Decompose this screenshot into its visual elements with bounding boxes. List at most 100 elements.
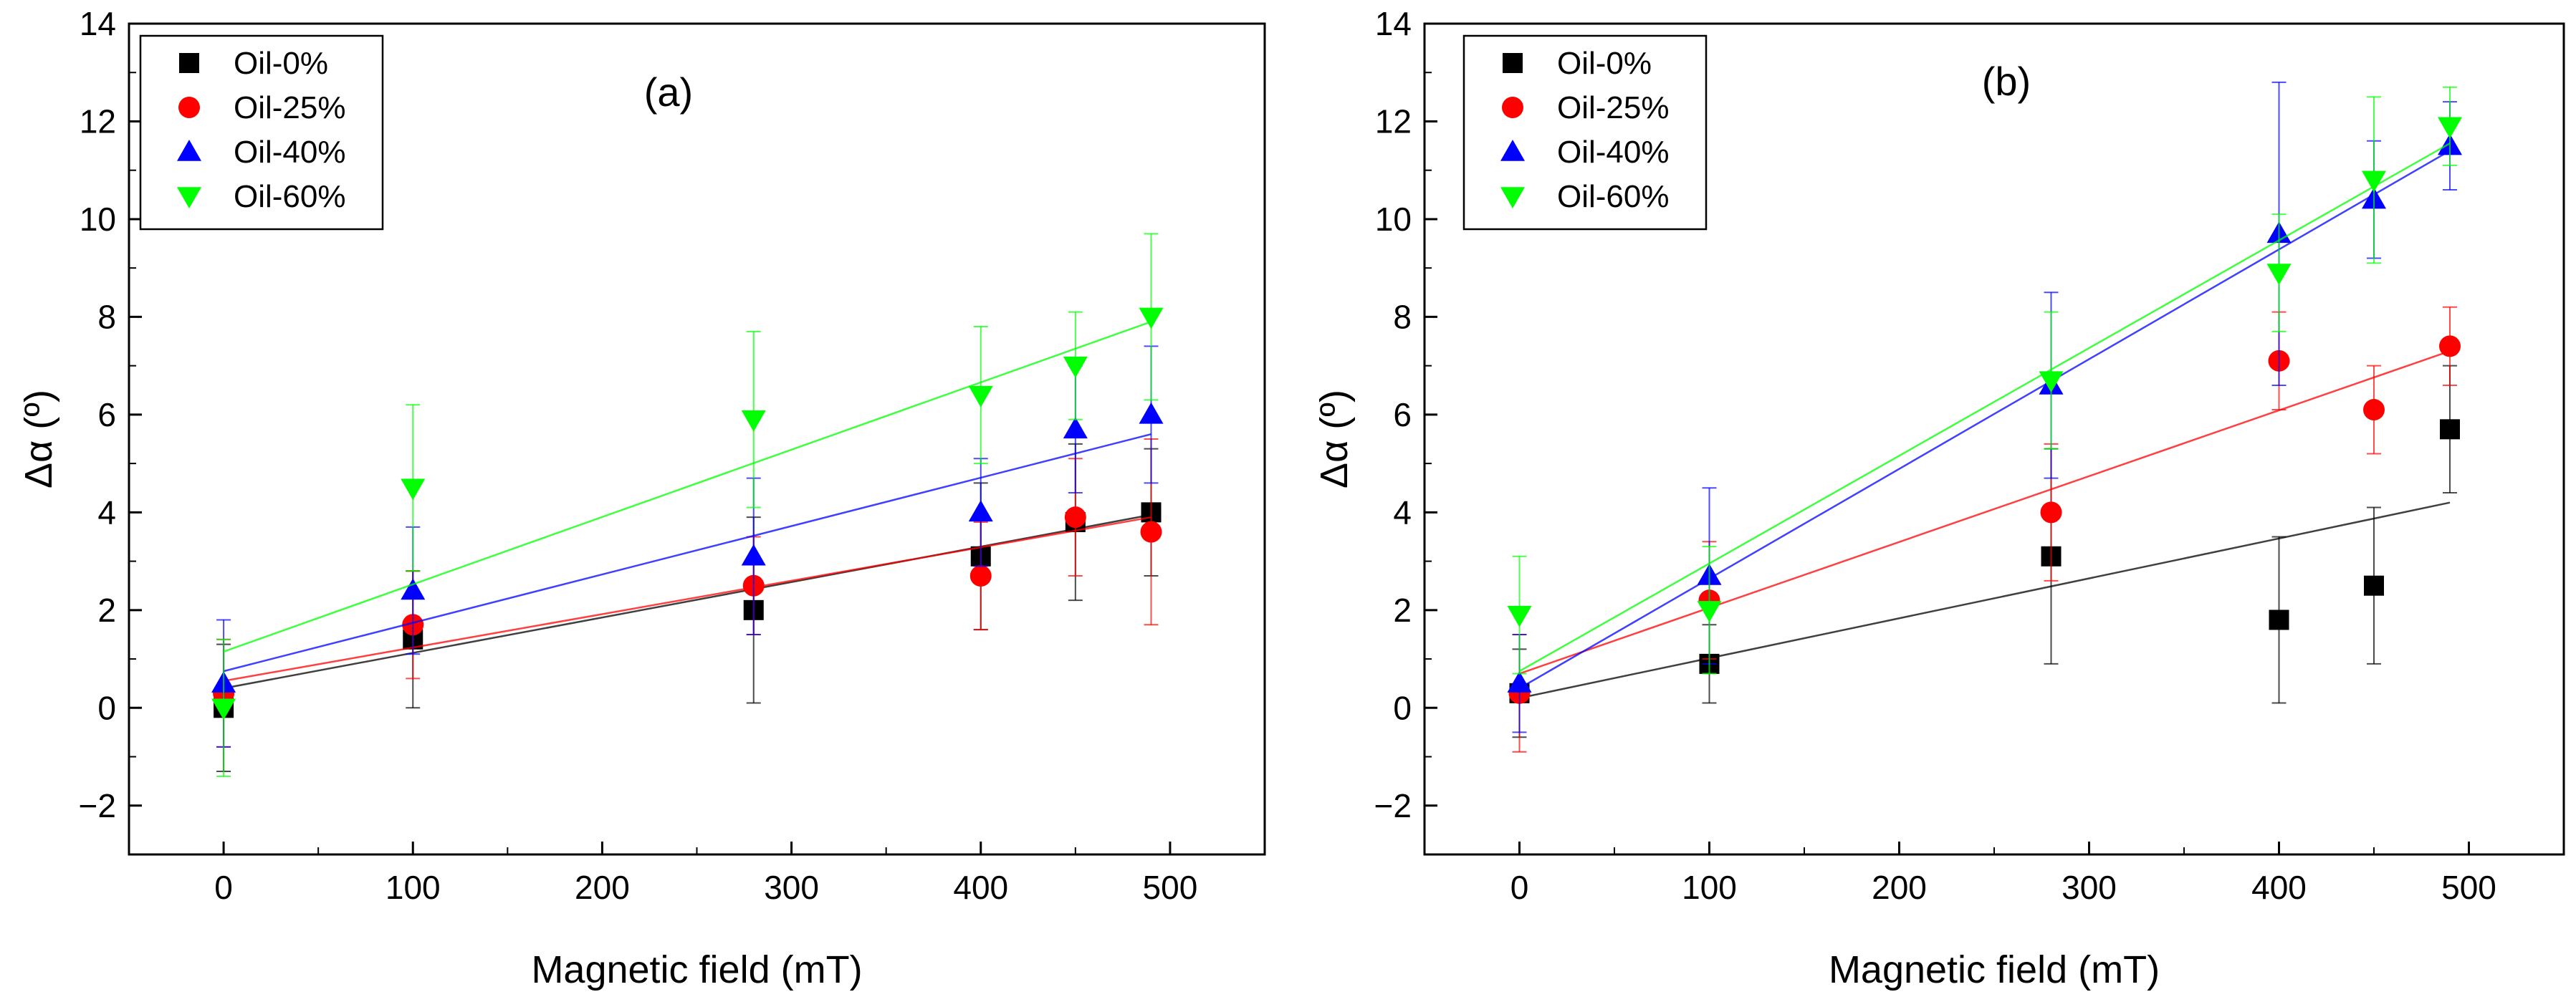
x-tick-label: 400 [953,869,1008,906]
y-tick-label: 0 [1393,689,1412,726]
fit-line [1518,143,2451,673]
chart-panel-b: 0 100 200 300 400 500 −2 0 2 4 6 8 10 12 14 Magnetic fi… [1313,5,2565,991]
y-tick-label: 8 [1393,298,1412,335]
x-axis-title: Magnetic field (mT) [1829,948,2160,991]
legend-label: Oil-25% [234,90,346,125]
y-tick-label: 12 [1375,102,1412,140]
x-tick-label: 200 [1872,869,1927,906]
x-tick-label: 300 [764,869,819,906]
data-point [2039,371,2064,393]
legend-item: Oil-40% [1500,135,1670,170]
y-tick-label: 6 [97,396,116,433]
legend-item: Oil-0% [1503,46,1652,81]
data-point [1140,521,1162,543]
fit-line [1519,501,2451,699]
data-point [1697,601,1722,622]
data-point [401,478,426,501]
fit-line [223,321,1151,653]
y-tick-label: 10 [80,201,116,238]
y-tick-label: 0 [97,689,116,726]
y-tick-label: 14 [1375,5,1412,42]
x-tick-label: 0 [1510,869,1529,906]
data-point [1064,506,1086,529]
data-point [2364,575,2384,596]
legend: Oil-0% Oil-25% Oil-40% Oil-60% [139,34,384,231]
legend-label: Oil-0% [1557,46,1652,81]
data-point [1507,671,1532,693]
panel-label: (b) [1982,59,2031,104]
x-tick-label: 500 [2441,869,2496,906]
y-tick-label: 2 [1393,592,1412,629]
legend-marker [1502,97,1523,118]
data-point [401,578,426,600]
y-tick-label: 4 [97,493,116,531]
data-point [1139,307,1164,329]
y-tick-label: 2 [97,592,116,629]
data-point [2362,170,2386,193]
legend-marker [1500,140,1525,161]
legend-marker [178,97,200,118]
fit-line [223,516,1151,682]
data-point [211,698,236,721]
y-tick-label: 8 [97,298,116,335]
data-point [1139,402,1164,424]
y-tick-label: 12 [80,102,116,140]
data-point [2266,264,2292,285]
x-tick-label: 0 [214,869,233,906]
data-point [969,565,992,587]
series-oil-0- [1509,365,2460,738]
data-point [1063,356,1088,378]
legend-item: Oil-25% [178,90,346,125]
legend-item: Oil-60% [1500,179,1670,214]
data-point [741,410,766,432]
legend-item: Oil-25% [1502,90,1670,125]
y-tick-label: 14 [80,5,116,42]
legend: Oil-0% Oil-25% Oil-40% Oil-60% [1462,34,1708,231]
x-tick-label: 500 [1143,869,1198,906]
legend-label: Oil-0% [234,46,328,81]
legend-marker [177,140,201,161]
legend-item: Oil-60% [177,179,346,214]
series-oil-60- [211,233,1164,777]
legend-label: Oil-60% [1557,179,1670,214]
data-point [2040,501,2062,524]
panel-label: (a) [644,69,693,115]
data-point [2440,419,2460,440]
x-axis-title: Magnetic field (mT) [531,948,862,991]
y-tick-label: 4 [1393,493,1412,531]
legend-marker [1503,53,1523,73]
x-tick-label: 200 [575,869,630,906]
data-point [1063,417,1088,439]
legend-marker [1500,187,1525,208]
data-point [741,544,766,566]
series-oil-0- [214,443,1162,772]
legend-label: Oil-40% [234,135,346,170]
y-tick-label: 6 [1393,396,1412,433]
legend-marker [179,53,199,73]
legend-marker [177,187,201,208]
y-tick-label: −2 [79,787,116,824]
y-axis-title: Δα (º) [1313,390,1356,488]
data-point [2363,399,2385,421]
fit-line [1518,150,2451,690]
legend-label: Oil-60% [234,179,346,214]
legend-item: Oil-0% [179,46,328,81]
chart-panel-a: 0 100 200 300 400 500 −2 0 2 4 6 8 10 12 14 Magnetic fi… [17,5,1266,991]
x-tick-label: 300 [2062,869,2117,906]
data-point [2439,335,2461,357]
fit-line [223,433,1151,673]
series-oil-25- [213,438,1162,748]
data-point [968,500,993,522]
series-oil-60- [1507,86,2462,675]
legend-label: Oil-25% [1557,90,1670,125]
y-tick-label: −2 [1374,787,1412,824]
data-point [2269,610,2289,630]
fit-line [1519,350,2451,675]
series-oil-40- [211,345,1164,748]
legend-item: Oil-40% [177,135,346,170]
x-tick-label: 100 [1682,869,1737,906]
data-point [2438,117,2462,139]
x-tick-label: 100 [386,869,441,906]
data-point [1507,605,1532,627]
